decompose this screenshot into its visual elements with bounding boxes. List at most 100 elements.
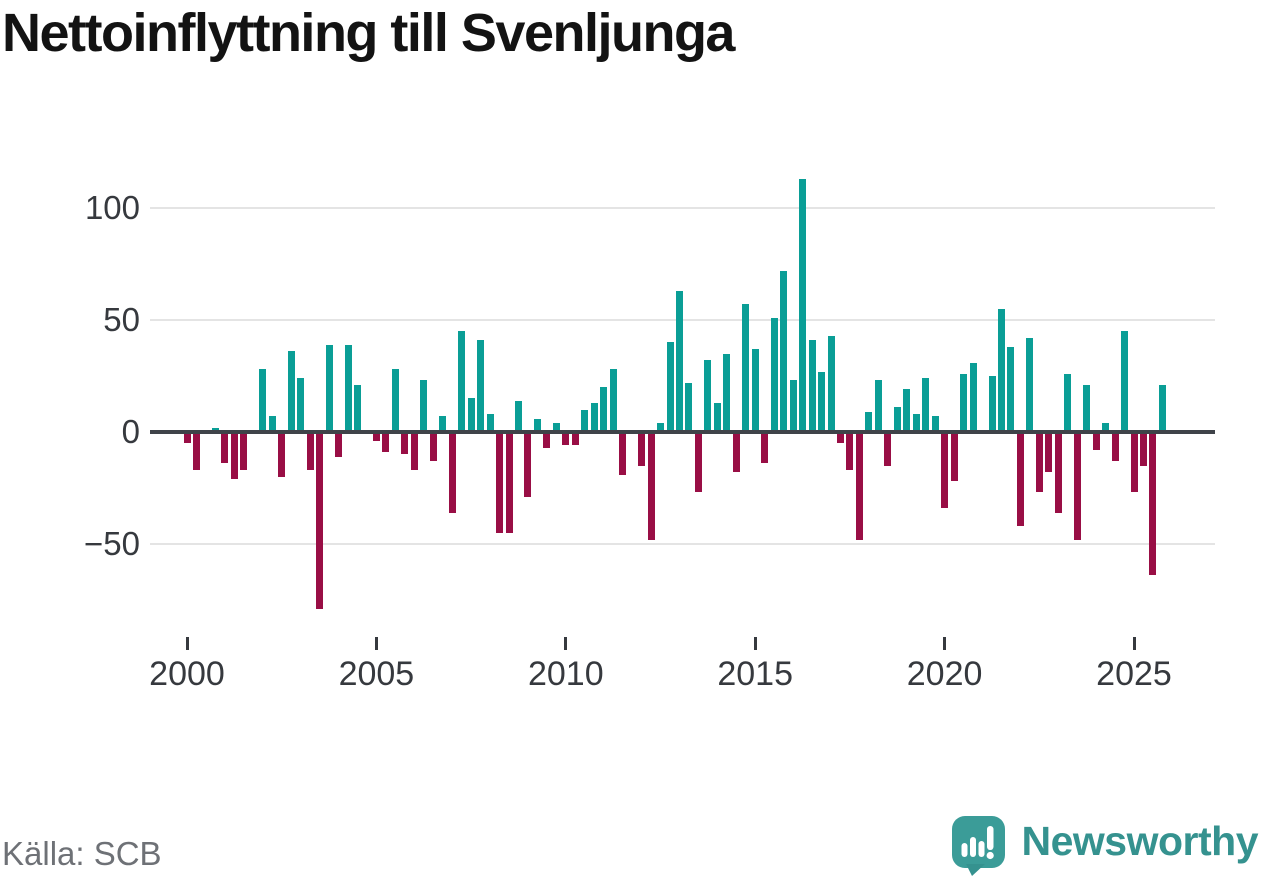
bar-2020k2 — [950, 432, 958, 481]
bar-2007k1 — [448, 432, 456, 513]
bar-2018k4 — [893, 407, 901, 432]
x-tick — [753, 637, 757, 650]
bar-2006k3 — [429, 432, 437, 461]
bar-2015k2 — [761, 432, 769, 463]
bar-2003k2 — [306, 432, 314, 470]
bar-2000k1 — [183, 432, 191, 443]
bar-2022k2 — [1026, 338, 1034, 432]
bar-2019k3 — [922, 378, 930, 432]
brand-footer: Newsworthy — [951, 815, 1258, 877]
bar-2009k2 — [533, 419, 541, 432]
bar-2023k4 — [1083, 385, 1091, 432]
y-tick-label: −50 — [84, 525, 140, 562]
bar-2014k1 — [713, 403, 721, 432]
bar-2000k2 — [193, 432, 200, 470]
bar-2001k2 — [230, 432, 238, 479]
bar-2023k1 — [1054, 432, 1062, 513]
bar-2005k1 — [372, 432, 380, 441]
bar-2016k3 — [808, 340, 816, 432]
bar-2023k3 — [1073, 432, 1081, 540]
bar-2012k2 — [647, 432, 655, 540]
bar-2024k4 — [1121, 331, 1128, 432]
bar-2004k2 — [344, 345, 352, 432]
bar-2017k4 — [855, 432, 863, 540]
bar-2013k2 — [685, 383, 693, 432]
bar-2004k3 — [354, 385, 361, 432]
x-tick-label: 2005 — [338, 655, 415, 693]
x-tick — [564, 637, 568, 650]
bar-2011k2 — [609, 369, 617, 432]
bar-2010k2 — [571, 432, 579, 445]
page-title: Nettoinflyttning till Svenljunga — [2, 3, 735, 63]
bar-2020k4 — [969, 363, 977, 432]
bar-2016k4 — [818, 372, 825, 432]
bar-2022k1 — [1016, 432, 1024, 526]
bar-2008k1 — [486, 414, 494, 432]
bar-2015k1 — [751, 349, 759, 432]
bar-2017k3 — [846, 432, 854, 470]
bar-2017k1 — [827, 336, 835, 432]
bar-2003k1 — [297, 378, 305, 432]
bar-2024k1 — [1092, 432, 1100, 450]
bar-2006k2 — [420, 380, 428, 432]
bar-2018k2 — [874, 380, 882, 432]
bar-2017k2 — [836, 432, 844, 443]
bar-2018k3 — [884, 432, 892, 466]
x-tick-label: 2020 — [906, 655, 983, 693]
bar-2025k3 — [1149, 432, 1157, 575]
bar-2019k4 — [931, 416, 939, 432]
bar-2002k1 — [259, 369, 267, 432]
bar-2003k4 — [325, 345, 333, 432]
bar-2006k4 — [439, 416, 447, 432]
bar-2004k1 — [335, 432, 342, 457]
bar-2008k2 — [496, 432, 503, 533]
bar-2024k2 — [1102, 423, 1110, 432]
bar-2021k2 — [988, 376, 996, 432]
x-tick — [1132, 637, 1136, 650]
bar-2005k3 — [391, 369, 399, 432]
bar-2010k1 — [562, 432, 570, 445]
bar-2016k2 — [799, 179, 807, 432]
bar-2009k4 — [552, 423, 560, 432]
bar-2015k3 — [770, 318, 778, 432]
bar-2014k2 — [723, 354, 731, 432]
bar-2013k3 — [694, 432, 702, 492]
bar-2010k4 — [590, 403, 598, 432]
bar-2013k4 — [704, 360, 712, 432]
bar-2009k1 — [524, 432, 532, 497]
grid-line — [150, 543, 1215, 545]
bar-2022k3 — [1035, 432, 1043, 492]
bar-2012k4 — [666, 342, 674, 432]
bar-2021k3 — [997, 309, 1005, 432]
bar-2007k4 — [477, 340, 485, 432]
bar-2020k3 — [960, 374, 967, 432]
y-tick-label: 50 — [103, 301, 140, 338]
grid-line — [150, 207, 1215, 209]
bar-2005k2 — [382, 432, 390, 452]
bar-2009k3 — [543, 432, 551, 448]
bar-2025k1 — [1130, 432, 1138, 492]
bar-2011k3 — [619, 432, 627, 475]
bar-2025k2 — [1140, 432, 1147, 466]
bar-2006k1 — [410, 432, 418, 470]
x-tick-label: 2000 — [149, 655, 225, 693]
zero-line — [150, 430, 1215, 434]
bar-2003k3 — [316, 432, 324, 609]
bar-2001k1 — [221, 432, 229, 463]
x-tick-label: 2010 — [527, 655, 604, 693]
bar-2002k2 — [268, 416, 276, 432]
bar-2001k3 — [240, 432, 248, 470]
bar-2020k1 — [941, 432, 949, 508]
bar-2019k1 — [903, 389, 911, 432]
bar-2014k4 — [742, 304, 750, 432]
bar-2024k3 — [1111, 432, 1119, 461]
bar-2002k3 — [278, 432, 286, 477]
bar-2021k4 — [1007, 347, 1015, 432]
bar-2010k3 — [581, 410, 589, 432]
bar-2025k4 — [1158, 385, 1166, 432]
bar-2018k1 — [865, 412, 873, 432]
bar-2022k4 — [1045, 432, 1053, 472]
x-tick-label: 2025 — [1096, 655, 1172, 693]
